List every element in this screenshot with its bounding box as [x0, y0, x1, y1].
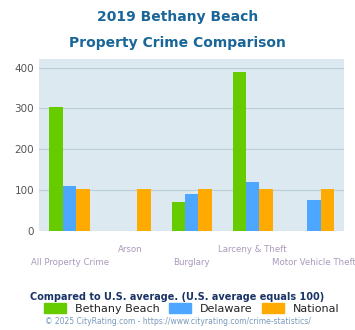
Text: Motor Vehicle Theft: Motor Vehicle Theft — [272, 258, 355, 267]
Bar — [260, 189, 273, 231]
Text: All Property Crime: All Property Crime — [31, 258, 109, 267]
Text: Arson: Arson — [118, 245, 143, 254]
Bar — [76, 189, 90, 231]
Bar — [49, 107, 63, 231]
Bar — [198, 189, 212, 231]
Text: Larceny & Theft: Larceny & Theft — [218, 245, 287, 254]
Text: © 2025 CityRating.com - https://www.cityrating.com/crime-statistics/: © 2025 CityRating.com - https://www.city… — [45, 317, 310, 326]
Bar — [321, 189, 334, 231]
Bar — [185, 194, 198, 231]
Bar — [233, 72, 246, 231]
Bar — [171, 202, 185, 231]
Legend: Bethany Beach, Delaware, National: Bethany Beach, Delaware, National — [40, 298, 344, 318]
Text: Burglary: Burglary — [173, 258, 210, 267]
Bar — [137, 189, 151, 231]
Text: Compared to U.S. average. (U.S. average equals 100): Compared to U.S. average. (U.S. average … — [31, 292, 324, 302]
Bar — [246, 182, 260, 231]
Bar — [307, 200, 321, 231]
Text: Property Crime Comparison: Property Crime Comparison — [69, 36, 286, 50]
Bar — [63, 186, 76, 231]
Text: 2019 Bethany Beach: 2019 Bethany Beach — [97, 10, 258, 24]
